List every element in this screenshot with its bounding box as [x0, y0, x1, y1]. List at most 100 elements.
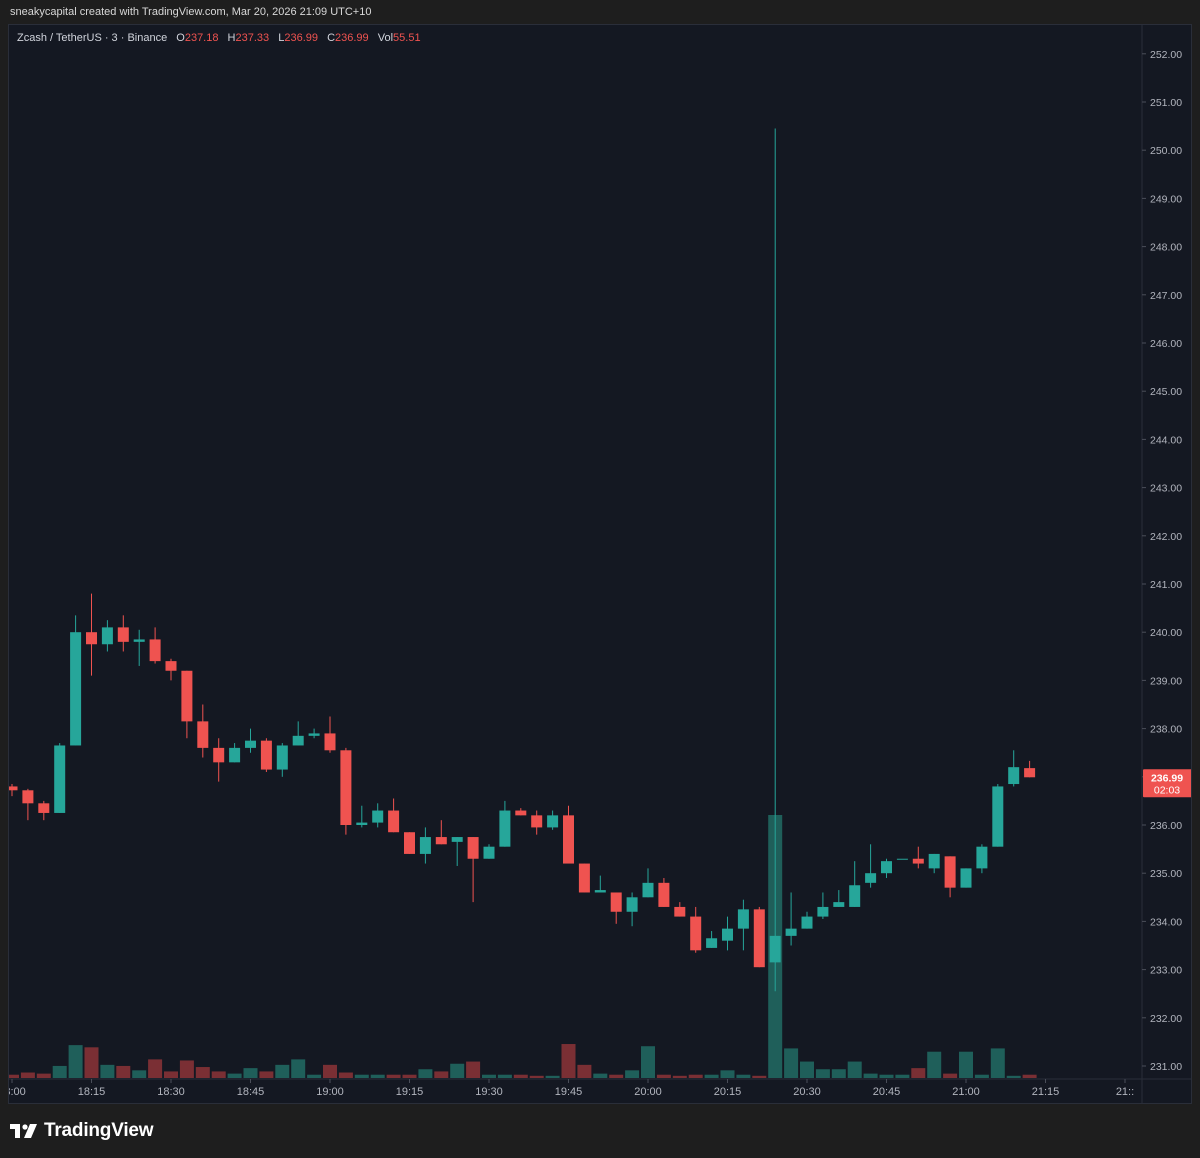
low-label: L: [278, 32, 285, 44]
volume-bar: [402, 1074, 417, 1078]
time-tick-label: 21::: [1116, 1086, 1134, 1098]
price-tick-label: 238.00: [1150, 724, 1182, 736]
candle-body: [38, 803, 50, 813]
volume-bar: [307, 1074, 322, 1078]
time-tick-label: 20:15: [714, 1086, 742, 1098]
volume-bar: [195, 1067, 210, 1078]
candle-body: [324, 733, 336, 751]
time-tick-label: 19:30: [475, 1086, 503, 1098]
volume-bar: [529, 1075, 544, 1078]
price-tick-label: 249.00: [1150, 193, 1182, 205]
time-tick-label: 19:00: [316, 1086, 344, 1098]
tradingview-logo[interactable]: TradingView: [10, 1120, 154, 1142]
candle-body: [626, 897, 638, 912]
time-tick-label: 18:30: [157, 1086, 185, 1098]
candle-body: [896, 858, 908, 860]
volume-bar: [68, 1045, 83, 1078]
candle-body: [578, 863, 590, 893]
time-tick-label: 18:45: [237, 1086, 265, 1098]
volume-bar: [943, 1073, 958, 1078]
time-tick-label: 20:00: [634, 1086, 662, 1098]
volume-bar: [513, 1074, 528, 1078]
volume-bar: [386, 1074, 401, 1078]
volume-bar: [84, 1047, 99, 1078]
time-tick-label: 20:30: [793, 1086, 821, 1098]
volume-label: Vol: [377, 32, 394, 44]
candle-body: [149, 639, 161, 662]
volume-bar: [545, 1075, 560, 1078]
open-label: O: [176, 32, 185, 44]
candle-body: [737, 909, 749, 929]
volume-bar: [497, 1074, 512, 1078]
candle-body: [54, 745, 66, 813]
price-tick-label: 242.00: [1150, 531, 1182, 543]
volume-bar: [466, 1061, 481, 1078]
symbol-name[interactable]: Zcash / TetherUS · 3 · Binance: [17, 32, 168, 44]
volume-bar: [418, 1069, 433, 1078]
candle-body: [181, 670, 193, 722]
volume-bar: [911, 1068, 926, 1078]
candle-body: [165, 661, 177, 671]
volume-bar: [450, 1063, 465, 1078]
volume-bar: [291, 1059, 306, 1078]
time-tick-label: 19:45: [555, 1086, 583, 1098]
volume-bar: [609, 1074, 624, 1078]
candle-body: [785, 928, 797, 936]
candle-body: [340, 750, 352, 825]
volume-bar: [847, 1061, 862, 1078]
candle-body: [22, 790, 34, 804]
candle-body: [642, 882, 654, 898]
candle-body: [706, 938, 718, 948]
low-value: 236.99: [284, 32, 318, 44]
candle-body: [499, 810, 511, 847]
candle-body: [610, 892, 622, 912]
volume-bar: [625, 1070, 640, 1078]
candle-body: [690, 916, 702, 951]
price-tick-label: 246.00: [1150, 338, 1182, 350]
price-tick-label: 241.00: [1150, 579, 1182, 591]
volume-bar: [831, 1069, 846, 1078]
volume-bar: [593, 1073, 608, 1078]
volume-bar: [338, 1072, 353, 1078]
candle-body: [753, 909, 765, 968]
candle-body: [992, 786, 1004, 847]
candle-body: [372, 810, 384, 823]
price-tick-label: 248.00: [1150, 242, 1182, 254]
candle-body: [531, 815, 543, 828]
volume-value: 55.51: [393, 32, 421, 44]
price-tick-label: 234.00: [1150, 916, 1182, 928]
time-tick-label: 18:00: [9, 1086, 26, 1098]
volume-bar: [20, 1072, 35, 1078]
volume-bar: [354, 1074, 369, 1078]
volume-bar: [927, 1051, 942, 1078]
candle-body: [801, 916, 813, 929]
volume-bar: [100, 1064, 115, 1078]
time-tick-label: 18:15: [78, 1086, 106, 1098]
candle-body: [197, 721, 209, 748]
candle-body: [849, 885, 861, 907]
volume-bar: [482, 1074, 496, 1078]
candle-body: [435, 837, 447, 845]
close-label: C: [327, 32, 336, 44]
candle-body: [86, 632, 97, 645]
bar-countdown: 02:03: [1154, 784, 1180, 796]
candlestick-chart[interactable]: 231.00 232.00 233.00 234.00 235.00 236.00 237.…: [9, 25, 1192, 1104]
volume-bar: [752, 1075, 767, 1078]
candle-body: [944, 856, 956, 888]
candle-body: [960, 868, 972, 888]
volume-bar: [736, 1074, 751, 1078]
volume-bar: [1022, 1074, 1037, 1078]
price-tick-label: 232.00: [1150, 1013, 1182, 1025]
volume-bar: [577, 1064, 592, 1078]
price-tick-label: 240.00: [1150, 627, 1182, 639]
volume-bar: [132, 1070, 147, 1078]
time-tick-label: 21:15: [1032, 1086, 1060, 1098]
price-tick-label: 243.00: [1150, 483, 1182, 495]
candle-body: [658, 882, 670, 907]
candle-body: [833, 902, 845, 907]
volume-bar: [148, 1059, 163, 1078]
candle-body: [245, 740, 256, 748]
volume-bar: [259, 1071, 274, 1078]
price-tick-label: 245.00: [1150, 386, 1182, 398]
chart-pane[interactable]: Zcash / TetherUS · 3 · Binance O237.18 H…: [8, 24, 1192, 1104]
